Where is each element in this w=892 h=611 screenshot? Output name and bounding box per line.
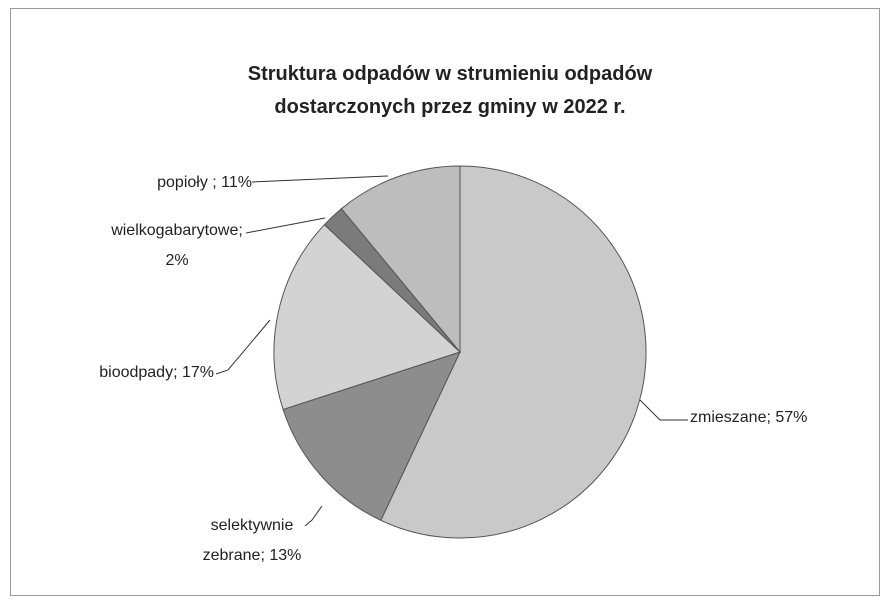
leader-line <box>251 175 389 183</box>
pie-slice <box>282 351 461 521</box>
data-label: wielkogabarytowe; 2% <box>111 222 243 269</box>
leader-line <box>639 399 688 421</box>
chart-title: Struktura odpadów w strumieniu odpadów d… <box>247 63 653 118</box>
leader-line <box>215 319 271 375</box>
data-label: zmieszane; 57% <box>690 409 808 426</box>
pie-slice <box>273 223 461 411</box>
chart-frame <box>10 8 880 596</box>
leader-line <box>245 217 326 234</box>
leader-line <box>304 505 323 527</box>
data-label: bioodpady; 17% <box>99 364 214 381</box>
pie-slice <box>380 165 647 539</box>
pie-slice <box>340 165 461 354</box>
data-label: selektywnie zebrane; 13% <box>202 517 302 564</box>
data-label: popioły ; 11% <box>157 174 252 191</box>
